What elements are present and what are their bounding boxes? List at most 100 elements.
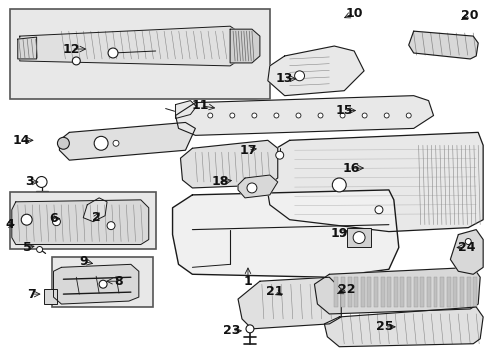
Text: 25: 25 [375, 320, 393, 333]
Circle shape [113, 140, 119, 146]
Bar [10, 9, 269, 99]
Text: 2: 2 [92, 211, 101, 224]
Text: 15: 15 [335, 104, 352, 117]
Circle shape [207, 113, 212, 118]
Bar [466, 277, 469, 307]
Circle shape [251, 113, 256, 118]
Polygon shape [18, 37, 37, 59]
Circle shape [464, 239, 470, 244]
Circle shape [21, 214, 32, 225]
Text: 22: 22 [338, 283, 355, 296]
Bar [51, 257, 152, 307]
Circle shape [52, 218, 61, 226]
Polygon shape [324, 307, 482, 347]
Bar [346, 228, 370, 247]
Text: 4: 4 [5, 218, 14, 231]
Circle shape [332, 178, 346, 192]
Circle shape [246, 183, 256, 193]
Text: 3: 3 [25, 175, 34, 189]
Polygon shape [408, 31, 477, 59]
Text: 9: 9 [79, 255, 87, 268]
Circle shape [107, 222, 115, 230]
Text: 5: 5 [23, 241, 32, 254]
Text: 14: 14 [13, 134, 30, 147]
Text: 16: 16 [342, 162, 359, 175]
Polygon shape [180, 140, 277, 188]
Circle shape [339, 113, 345, 118]
Bar [366, 277, 370, 307]
Bar [472, 277, 476, 307]
Text: 1: 1 [243, 275, 252, 288]
Text: 13: 13 [275, 72, 293, 85]
Bar [386, 277, 390, 307]
Text: 8: 8 [114, 275, 123, 288]
Circle shape [108, 48, 118, 58]
Bar [340, 277, 344, 307]
Polygon shape [83, 198, 107, 222]
Text: 12: 12 [62, 42, 80, 55]
Polygon shape [60, 122, 195, 160]
Circle shape [317, 113, 323, 118]
Circle shape [362, 113, 366, 118]
Bar [446, 277, 450, 307]
Polygon shape [267, 46, 364, 96]
Polygon shape [175, 100, 196, 118]
Bar [373, 277, 377, 307]
Circle shape [99, 280, 107, 288]
Circle shape [273, 113, 278, 118]
Text: 23: 23 [223, 324, 240, 337]
Polygon shape [264, 132, 482, 231]
Text: 21: 21 [265, 285, 283, 298]
Bar [426, 277, 430, 307]
Text: 20: 20 [461, 9, 478, 22]
Circle shape [229, 113, 234, 118]
Text: 18: 18 [211, 175, 228, 189]
Bar [413, 277, 417, 307]
Circle shape [275, 151, 283, 159]
Bar [400, 277, 404, 307]
Text: 10: 10 [345, 7, 362, 20]
Circle shape [295, 113, 300, 118]
Text: 17: 17 [239, 144, 256, 157]
Bar [360, 277, 364, 307]
Circle shape [72, 57, 80, 65]
Bar [380, 277, 384, 307]
Polygon shape [12, 200, 148, 244]
Bar [393, 277, 397, 307]
Polygon shape [449, 230, 482, 274]
Polygon shape [172, 190, 398, 277]
Polygon shape [314, 267, 479, 314]
Circle shape [36, 176, 47, 188]
Circle shape [384, 113, 388, 118]
Bar [459, 277, 463, 307]
Bar [43, 289, 57, 304]
Circle shape [245, 325, 253, 333]
Circle shape [352, 231, 365, 243]
Bar [347, 277, 351, 307]
Polygon shape [20, 26, 244, 66]
Text: 6: 6 [49, 212, 58, 225]
Text: 19: 19 [330, 227, 347, 240]
Circle shape [294, 71, 304, 81]
Bar [353, 277, 357, 307]
Circle shape [406, 113, 410, 118]
Bar [439, 277, 443, 307]
Text: 11: 11 [191, 99, 209, 112]
Bar [334, 277, 338, 307]
Text: 24: 24 [457, 241, 474, 254]
Bar [420, 277, 424, 307]
Circle shape [37, 247, 42, 252]
Bar [452, 277, 456, 307]
Polygon shape [238, 175, 277, 198]
Bar [10, 192, 155, 249]
Text: 7: 7 [27, 288, 36, 301]
Polygon shape [53, 264, 139, 304]
Circle shape [57, 137, 69, 149]
Circle shape [374, 206, 382, 214]
Polygon shape [175, 96, 433, 135]
Bar [433, 277, 437, 307]
Polygon shape [230, 29, 259, 63]
Circle shape [94, 136, 108, 150]
Bar [406, 277, 410, 307]
Polygon shape [238, 277, 341, 329]
